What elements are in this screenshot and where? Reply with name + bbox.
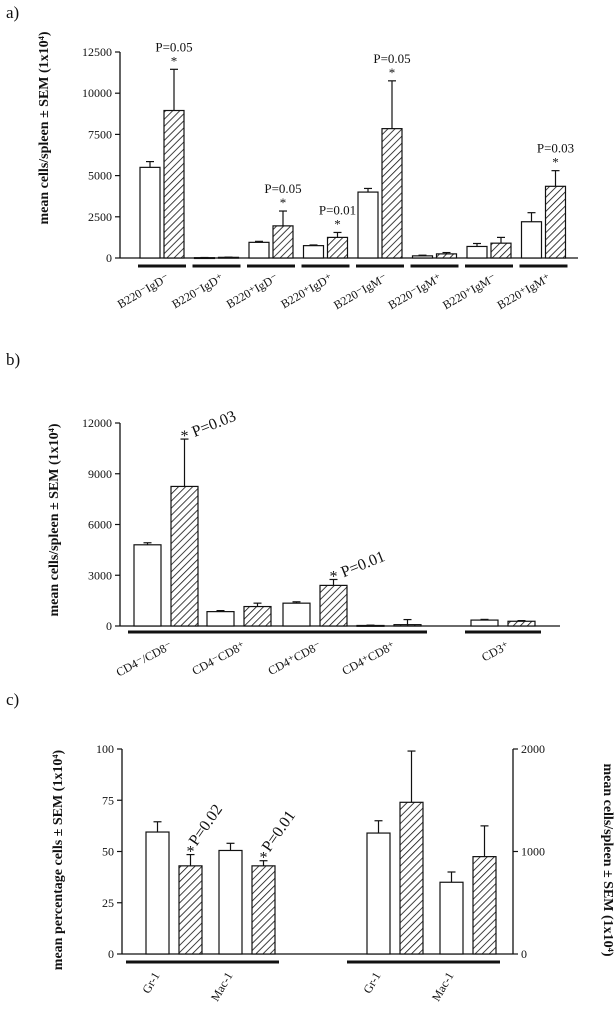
panel-a-bar-hatched [544, 185, 567, 259]
panel-a-bar-hatched [326, 236, 349, 259]
panel-a-y-tick-label: 0 [106, 251, 112, 265]
panel-b-y-tick-label: 12000 [82, 416, 112, 430]
panel-c-left-y-tick-label: 75 [102, 793, 114, 807]
panel-c-bar-open [439, 881, 464, 955]
panel-c-category-label: Gr-1 [139, 970, 162, 996]
panel-a-category-label: B220⁻IgM⁻ [331, 270, 389, 312]
panel-b-category-label: CD4⁻CD8⁺ [190, 638, 248, 678]
panel-b-tag: b) [6, 350, 20, 369]
panel-a-bar-hatched [272, 225, 294, 259]
panel-a-category-label: B220⁺IgD⁻ [224, 270, 281, 311]
panel-c-right-y-tick-label: 1000 [521, 845, 545, 859]
panel-b-significance-star: * [330, 568, 338, 585]
panel-b-category-label: CD3⁺ [479, 638, 511, 664]
panel-c-significance-star: * [260, 850, 268, 867]
panel-c-left-y-tick-label: 50 [102, 845, 114, 859]
panel-a-category-label: B220⁺IgD⁺ [278, 270, 335, 311]
panel-b-y-tick-label: 6000 [88, 518, 112, 532]
panel-a-category-label: B220⁺IgM⁻ [440, 270, 498, 312]
panel-c-p-value: P=0.01 [259, 808, 299, 855]
panel-c-bar-hatched [472, 856, 497, 955]
panel-a-bar-open [248, 241, 270, 259]
panel-b-p-value: P=0.01 [339, 548, 388, 581]
panel-a-bar-hatched [490, 242, 512, 259]
panel-c-left-y-tick-label: 25 [102, 896, 114, 910]
panel-c-bar-open [366, 832, 391, 955]
panel-b-y-tick-label: 0 [106, 619, 112, 633]
panel-a-p-value: P=0.01 [319, 202, 356, 217]
panel-a-ylabel: mean cells/spleen ± SEM (1x10⁴) [37, 31, 52, 224]
panel-b-bar-hatched [170, 485, 199, 627]
panel-b-bar-hatched [243, 605, 272, 627]
panel-a-tag: a) [6, 3, 19, 22]
panel-a-significance-star: * [552, 155, 559, 170]
panel-b-ylabel: mean cells/spleen ± SEM (1x10⁴) [47, 423, 62, 616]
panel-a-bar-open [411, 255, 434, 259]
panel-c-left-y-tick-label: 100 [96, 742, 114, 756]
panel-a-significance-star: * [334, 216, 341, 231]
panel-b-bar-open [282, 602, 311, 627]
panel-b-bar-hatched [319, 584, 348, 627]
panel-a-y-tick-label: 5000 [88, 169, 112, 183]
panel-a-category-label: B220⁻IgM⁺ [386, 270, 444, 312]
panel-c-bar-hatched [178, 865, 203, 955]
panel-b-bar-open [133, 544, 162, 627]
panel-a-significance-star: * [171, 53, 178, 68]
panel-c-category-label: Gr-1 [360, 970, 383, 996]
panel-a-p-value: P=0.05 [373, 51, 410, 66]
panel-b-bar-open [206, 611, 235, 627]
panel-b-significance-star: * [181, 428, 189, 445]
panel-c-bar-hatched [251, 865, 276, 955]
panel-a-p-value: P=0.03 [537, 141, 574, 156]
panel-a-y-tick-label: 10000 [82, 86, 112, 100]
panel-c-category-label: Mac-1 [208, 970, 236, 1004]
panel-a-significance-star: * [389, 65, 396, 80]
panel-a-bar-open [520, 221, 543, 259]
panel-b-y-tick-label: 3000 [88, 568, 112, 582]
panel-a-p-value: P=0.05 [155, 39, 192, 54]
panel-c-category-label: Mac-1 [429, 970, 457, 1004]
panel-c-tag: c) [6, 690, 19, 709]
panel-b-category-label: CD4⁺CD8⁺ [340, 638, 398, 678]
panel-c-bar-open [218, 849, 243, 955]
panel-b-bar-hatched [393, 624, 422, 627]
panel-c-bar-open [145, 831, 170, 955]
panel-c-right-y-tick-label: 0 [521, 947, 527, 961]
panel-b-category-label: CD4⁺CD8⁻ [266, 638, 324, 678]
panel-a-bar-open [357, 191, 379, 259]
panel-b-bar-open [470, 619, 499, 627]
panel-b-p-value: P=0.03 [190, 408, 239, 441]
panel-a-y-tick-label: 2500 [88, 210, 112, 224]
panel-a-p-value: P=0.05 [264, 181, 301, 196]
panel-c-left-y-tick-label: 0 [108, 947, 114, 961]
panel-c-right-y-tick-label: 2000 [521, 742, 545, 756]
panel-a-y-tick-label: 7500 [88, 127, 112, 141]
panel-a-bar-hatched [163, 109, 185, 259]
panel-b-bar-hatched [507, 620, 536, 627]
panel-a-bar-hatched [435, 253, 458, 259]
panel-a-bar-open [139, 166, 161, 259]
panel-c-p-value: P=0.02 [186, 802, 226, 849]
panel-a-category-label: B220⁻IgD⁺ [169, 270, 226, 311]
panel-a-bar-hatched [381, 128, 403, 259]
panel-a-category-label: B220⁺IgM⁺ [495, 270, 553, 312]
panel-c-significance-star: * [187, 844, 195, 861]
panel-a-y-tick-label: 12500 [82, 45, 112, 59]
panel-a-bar-open [302, 245, 325, 259]
panel-c-ylabel: mean percentage cells ± SEM (1x10⁴) [51, 749, 66, 970]
panel-a-bar-open [466, 245, 488, 259]
panel-c-bar-hatched [399, 801, 424, 955]
panel-b-category-label: CD4⁻/CD8⁻ [114, 638, 175, 679]
panel-b-y-tick-label: 9000 [88, 467, 112, 481]
panel-a-category-label: B220⁻IgD⁻ [115, 270, 172, 311]
panel-a-significance-star: * [280, 195, 287, 210]
panel-c-ylabel-right: mean cells/spleen ± SEM (1x10⁴) [600, 763, 615, 956]
